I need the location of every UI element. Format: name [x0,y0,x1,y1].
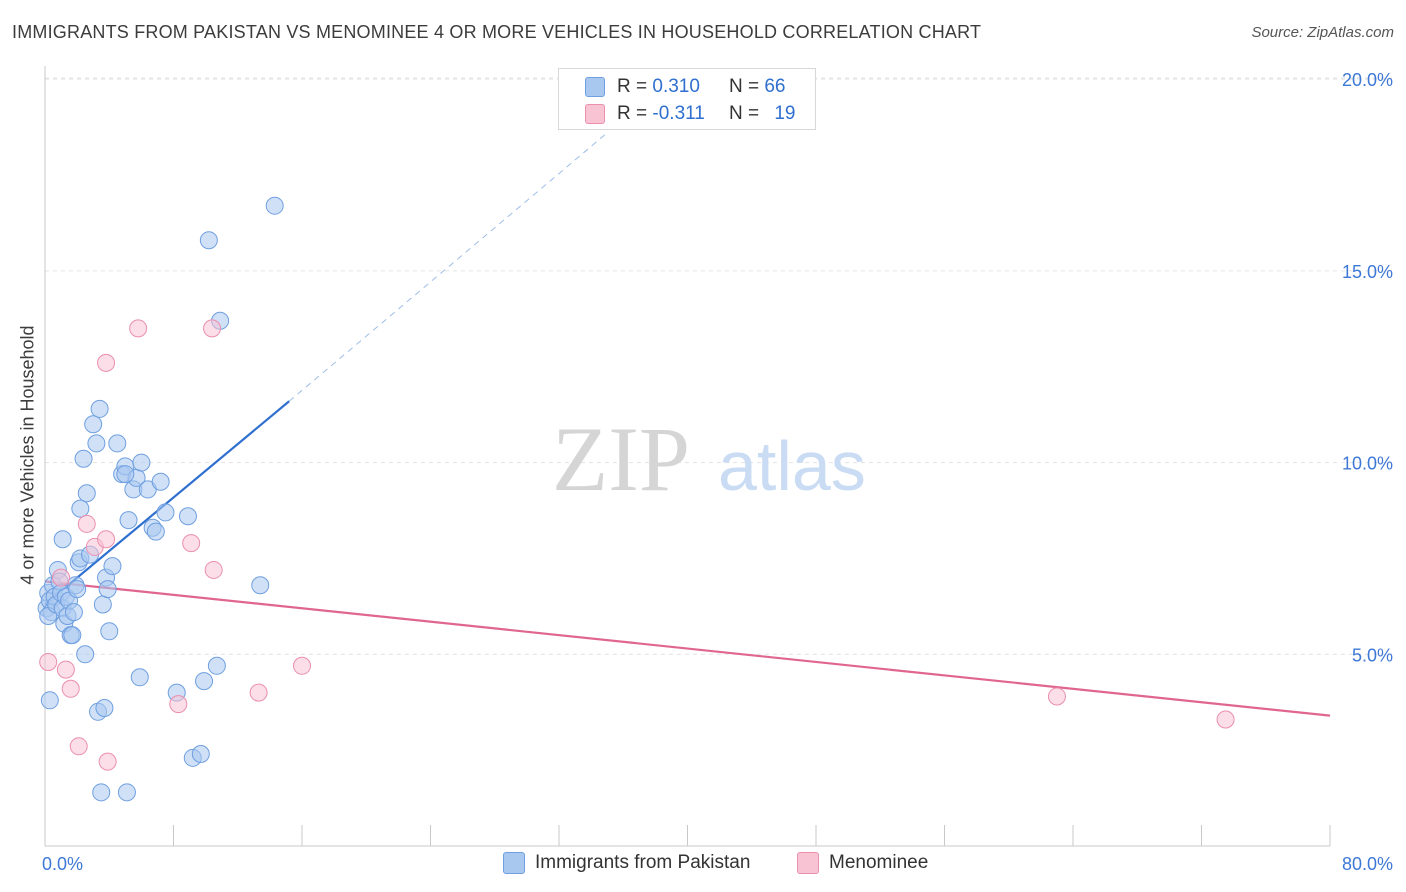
pakistan-point [95,698,114,717]
legend-box: R = 0.310 N = 66 R = -0.311 N = 19 [558,68,816,130]
pakistan-point [265,196,284,215]
pakistan-point [130,668,149,687]
pakistan-point [207,656,226,675]
pakistan-point [68,580,87,599]
y-tick-label: 20.0% [1342,70,1393,90]
menominee-point [1216,710,1235,729]
legend-row-menominee: R = -0.311 N = 19 [585,101,795,127]
pakistan-trend-extension [288,132,608,402]
bottom-legend-pakistan: Immigrants from Pakistan [503,852,750,874]
legend-n-value: 19 [774,103,796,124]
pakistan-point [146,522,165,541]
menominee-point [39,652,58,671]
pakistan-trend-line [44,400,290,606]
menominee-point [61,679,80,698]
menominee-point [129,319,148,338]
menominee-point [293,656,311,675]
chart-source: Source: ZipAtlas.com [1251,24,1394,41]
y-tick-label: 5.0% [1352,645,1393,665]
grid-layer [45,77,1392,655]
chart-title: IMMIGRANTS FROM PAKISTAN VS MENOMINEE 4 … [12,22,982,42]
pakistan-point [63,626,82,645]
pakistan-point [74,449,93,468]
menominee-point [56,660,75,679]
pakistan-point [116,465,135,484]
watermark-zip: ZIP [552,408,690,510]
pakistan-point [84,415,103,434]
pakistan-point [151,472,170,491]
legend-r-value: -0.311 [652,103,705,124]
pakistan-point [251,576,270,595]
axis-layer [44,66,1331,847]
trend-layer [44,132,1331,717]
legend-n-label: N = [728,76,760,97]
pakistan-point [156,503,175,522]
pakistan-point [76,645,95,664]
legend-row-pakistan: R = 0.310 N = 66 [585,74,785,100]
x-tick-label: 0.0% [42,854,83,874]
legend-n-label: N = [728,103,760,124]
legend-swatch-pakistan [585,77,605,97]
legend-swatch-menominee [585,104,605,124]
pakistan-point [117,783,136,802]
watermark-atlas: atlas [718,427,866,505]
bottom-legend-label-menominee: Menominee [829,852,929,873]
menominee-trend-line [44,580,1331,717]
pakistan-point [191,744,210,763]
menominee-point [169,695,188,714]
legend-n-value: 66 [764,76,786,97]
y-tick-label: 15.0% [1342,262,1393,282]
menominee-point [97,530,116,549]
menominee-point [204,560,223,579]
legend-r-label: R = [617,76,648,97]
bottom-legend-menominee: Menominee [797,852,928,874]
menominee-point [97,353,116,372]
pakistan-point [199,231,218,250]
pakistan-point [132,453,151,472]
pakistan-point [64,603,83,622]
x-tick-label: 80.0% [1342,854,1393,874]
menominee-point [98,752,117,771]
menominee-point [77,514,96,533]
pakistan-point [53,530,72,549]
pakistan-point [71,499,90,518]
pakistan-point [195,672,214,691]
points-layer [37,196,1235,802]
menominee-point [69,737,88,756]
pakistan-point [108,434,127,453]
menominee-point [182,534,201,553]
pakistan-point [93,595,112,614]
bottom-legend-swatch-menominee [797,852,819,874]
pakistan-point [92,783,111,802]
legend-r-label: R = [617,103,648,124]
pakistan-point [87,434,106,453]
menominee-point [203,319,222,338]
pakistan-point [119,511,138,530]
pakistan-point [178,507,197,526]
pakistan-point [98,580,117,599]
y-axis-label: 4 or more Vehicles in Household [17,325,38,585]
legend-r-value: 0.310 [652,76,700,97]
pakistan-point [77,484,96,503]
watermark: ZIP atlas [552,408,866,510]
pakistan-point [103,557,122,576]
pakistan-point [40,691,59,710]
tick-label-layer: 5.0% 10.0% 15.0% 20.0% 0.0% 80.0% [42,70,1393,874]
menominee-point [1047,687,1066,706]
pakistan-point [90,399,109,418]
bottom-legend-swatch-pakistan [503,852,525,874]
menominee-point [249,683,268,702]
y-tick-label: 10.0% [1342,454,1393,474]
pakistan-point [100,622,119,641]
menominee-point [52,568,71,587]
bottom-legend-label-pakistan: Immigrants from Pakistan [535,852,751,873]
